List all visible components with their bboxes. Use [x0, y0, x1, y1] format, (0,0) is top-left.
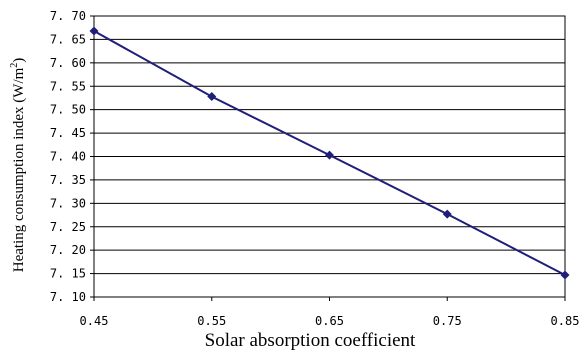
data-point: [560, 270, 570, 280]
x-tick-label: 0.65: [315, 314, 344, 328]
y-tick-label: 7. 10: [50, 290, 86, 304]
y-tick-label: 7. 25: [50, 220, 86, 234]
plot-area: 7. 70 7. 65 7. 60 7. 55 7. 50 7. 45 7. 40 7. 35…: [50, 9, 579, 328]
y-tick-label: 7. 55: [50, 79, 86, 93]
y-tick-label: 7. 45: [50, 126, 86, 140]
y-tick-label: 7. 65: [50, 32, 86, 46]
y-axis-title: Heating consumption index (W/m2): [9, 58, 27, 273]
y-tick-label: 7. 60: [50, 56, 86, 70]
y-tick-label: 7. 20: [50, 243, 86, 257]
x-axis-title: Solar absorption coefficient: [205, 330, 416, 351]
data-point: [89, 26, 99, 36]
y-axis-title-main: Heating consumption index (W/m: [11, 67, 27, 272]
y-tick-label: 7. 70: [50, 9, 86, 23]
y-tick-label: 7. 30: [50, 196, 86, 210]
x-tick-label: 0.85: [551, 314, 579, 328]
x-tick-label: 0.55: [197, 314, 226, 328]
data-point: [325, 150, 334, 160]
y-tick-label: 7. 35: [50, 173, 86, 187]
y-tick-label: 7. 40: [50, 150, 86, 164]
x-tick-label: 0.45: [80, 314, 109, 328]
data-point: [442, 209, 452, 219]
y-axis-title-close: ): [11, 58, 27, 63]
y-tick-label: 7. 50: [50, 103, 86, 117]
y-axis-title-superscript: 2: [9, 63, 20, 68]
data-point: [207, 92, 217, 102]
x-tick-label: 0.75: [433, 314, 462, 328]
y-tick-label: 7. 15: [50, 267, 86, 281]
